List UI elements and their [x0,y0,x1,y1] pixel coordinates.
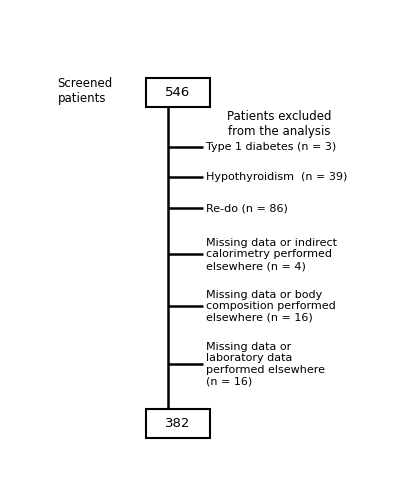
Text: Missing data or
laboratory data
performed elsewhere
(n = 16): Missing data or laboratory data performe… [207,342,326,386]
Text: Missing data or body
composition performed
elsewhere (n = 16): Missing data or body composition perform… [207,290,336,323]
Text: Screened
patients: Screened patients [57,78,113,106]
Text: Re-do (n = 86): Re-do (n = 86) [207,203,288,213]
FancyBboxPatch shape [146,78,210,107]
Text: 546: 546 [165,86,191,99]
FancyBboxPatch shape [146,410,210,438]
Text: Patients excluded
from the analysis: Patients excluded from the analysis [227,110,332,138]
Text: 382: 382 [165,418,191,430]
Text: Hypothyroidism  (n = 39): Hypothyroidism (n = 39) [207,172,348,182]
Text: Type 1 diabetes (n = 3): Type 1 diabetes (n = 3) [207,142,337,152]
Text: Missing data or indirect
calorimetry performed
elsewhere (n = 4): Missing data or indirect calorimetry per… [207,238,337,271]
